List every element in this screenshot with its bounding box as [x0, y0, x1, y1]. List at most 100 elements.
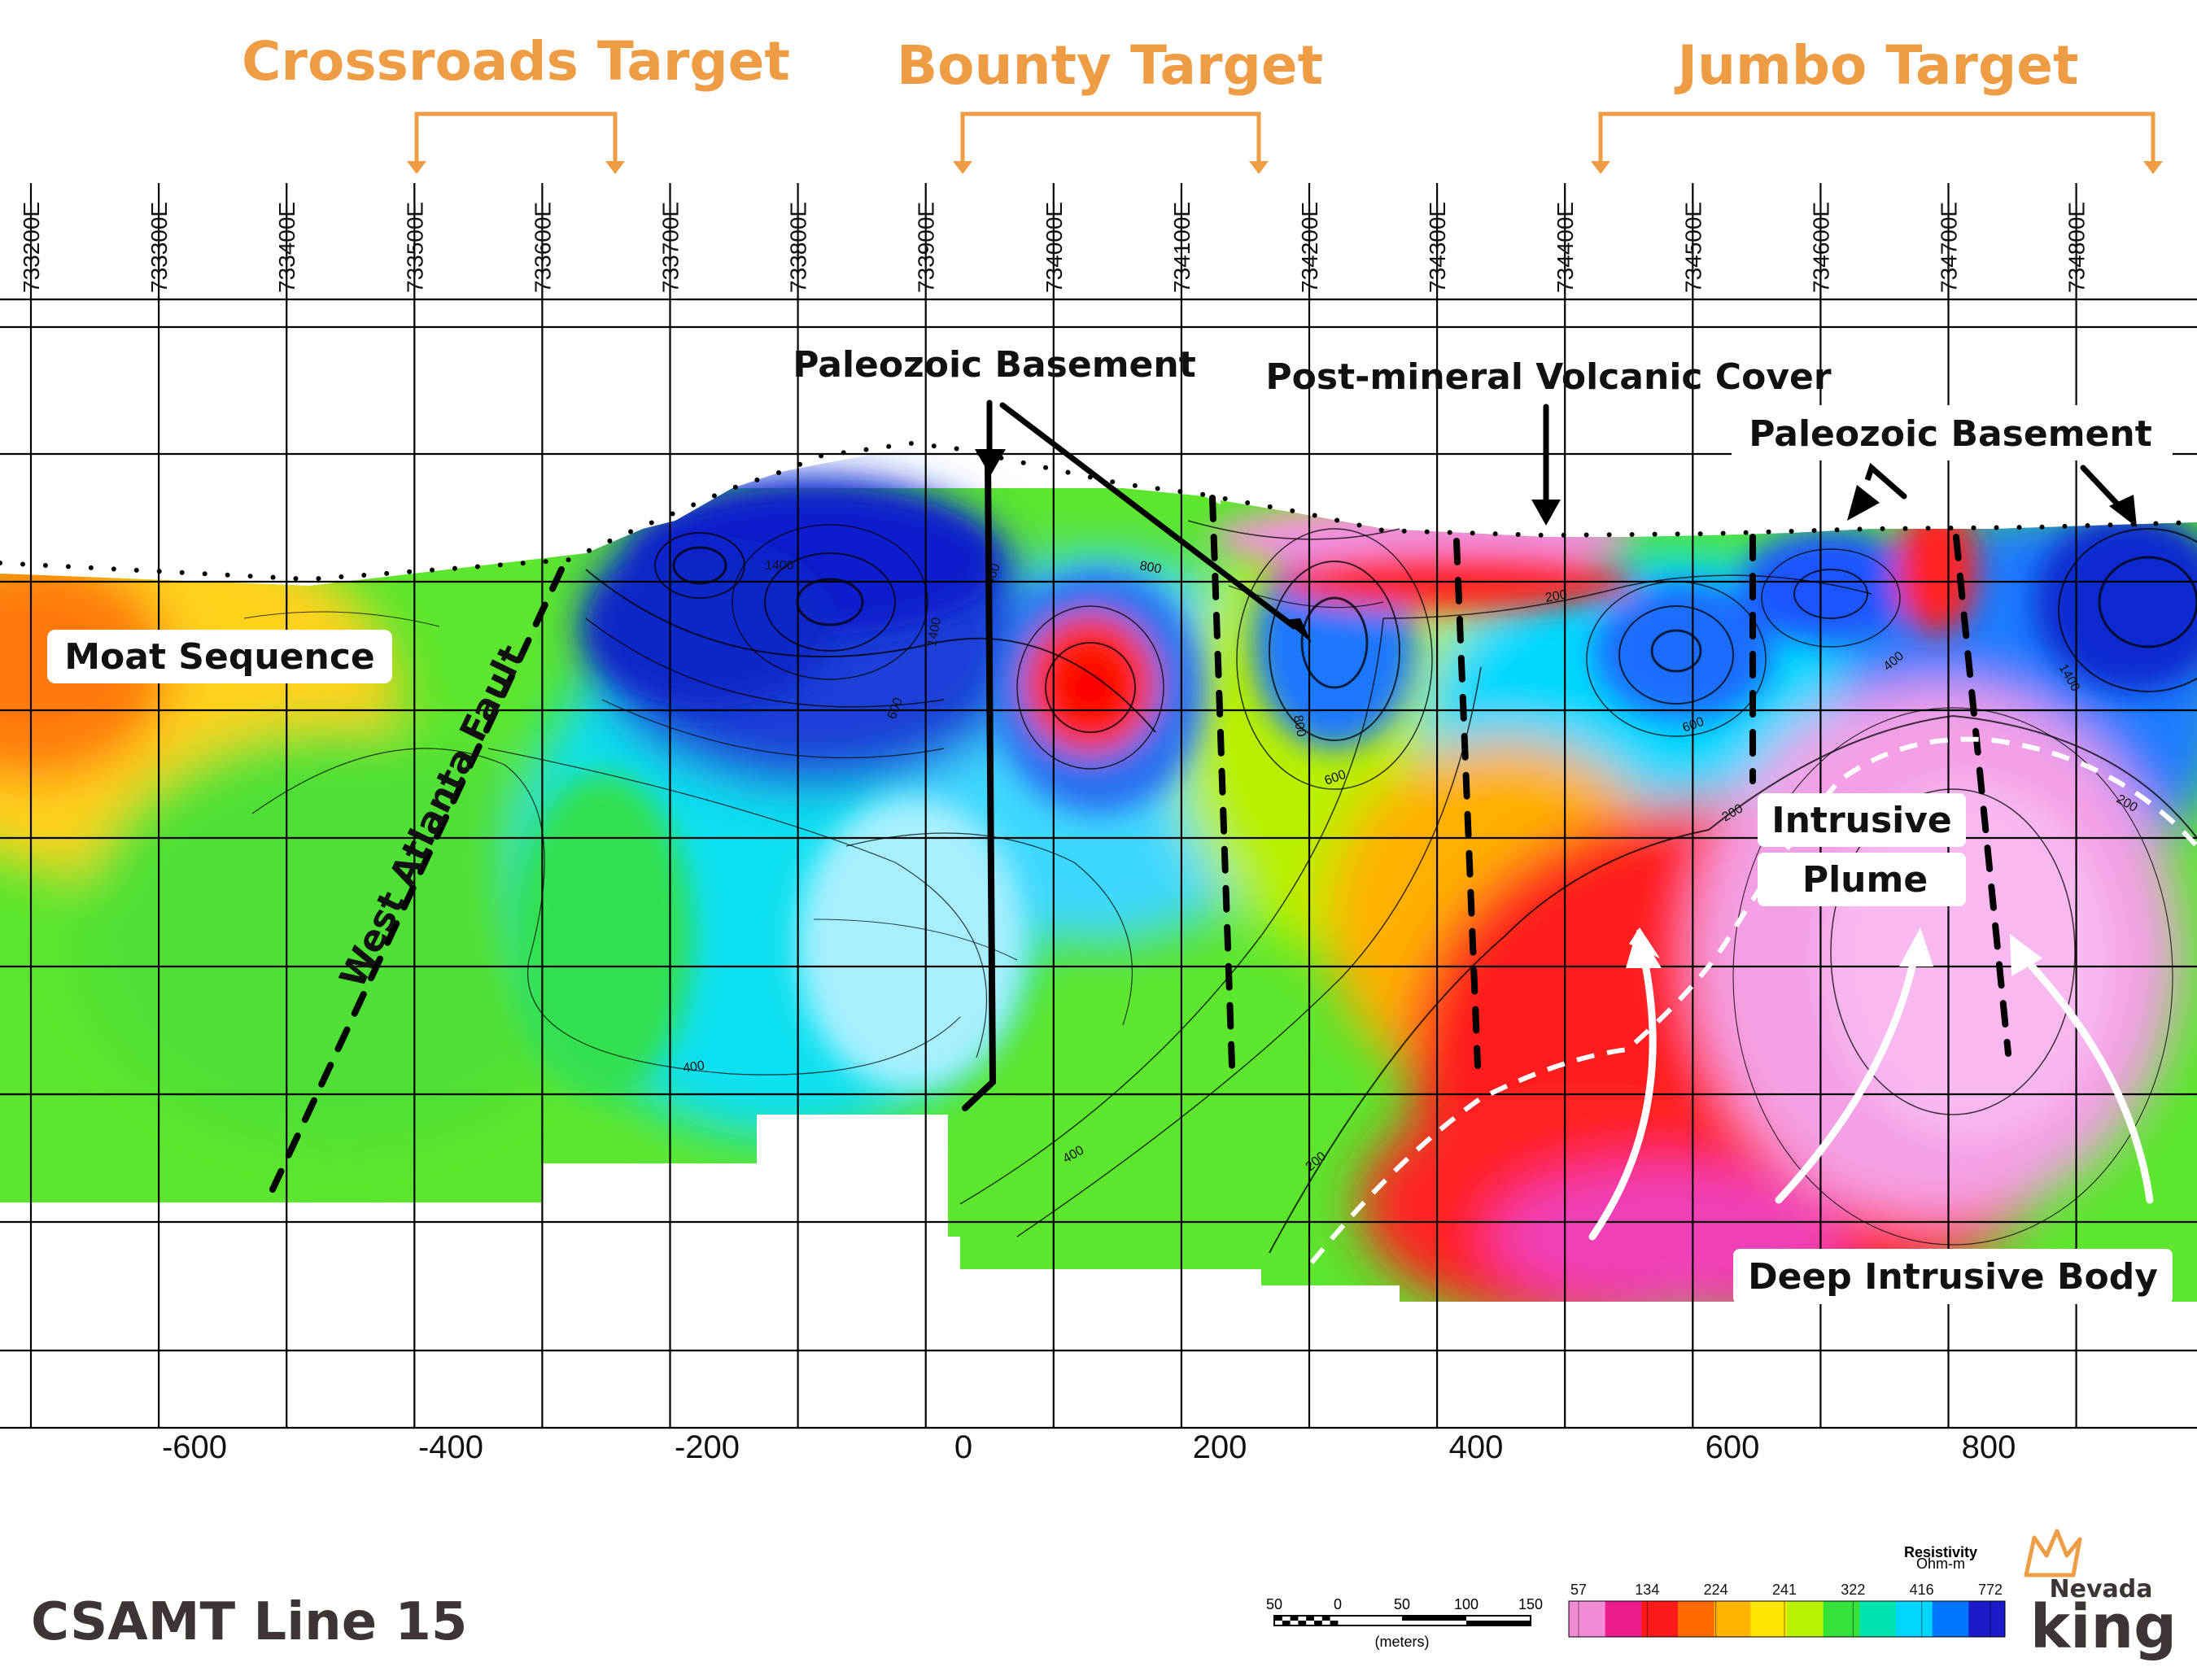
- nevada-king-logo: Nevada king: [2024, 1529, 2177, 1662]
- easting-axis: 733200E 733300E 733400E 733500E 733600E 73370…: [19, 202, 2090, 293]
- intrusive-label: Intrusive: [1771, 800, 1952, 841]
- crown-icon: [2024, 1529, 2082, 1577]
- distance-label: -400: [418, 1429, 483, 1465]
- contour-label: 800: [1291, 714, 1308, 738]
- easting-label: 733900E: [914, 202, 939, 293]
- legend-swatch: [1787, 1601, 1824, 1637]
- distance-label: 600: [1706, 1429, 1760, 1465]
- easting-label: 734500E: [1680, 202, 1706, 293]
- easting-label: 734100E: [1169, 202, 1195, 293]
- plume-box: [1758, 853, 1966, 906]
- legend-title: Resistivity: [1904, 1544, 1977, 1560]
- jumbo-bracket: [1598, 111, 2156, 167]
- legend-swatch: [1823, 1601, 1860, 1637]
- contour-lines: [243, 520, 2197, 1254]
- scale-tick: 100: [1454, 1596, 1478, 1612]
- intrusive-contact-line: [1309, 736, 2197, 1264]
- scale-bar: 50 0 50 100 150 (meters): [1266, 1596, 1543, 1650]
- easting-label: 734200E: [1297, 202, 1322, 293]
- paleozoic-basement-right-label: Paleozoic Basement: [1749, 413, 2152, 455]
- target-brackets: [414, 111, 2156, 167]
- legend-swatch: [1714, 1601, 1751, 1637]
- fault-line: [1209, 495, 1235, 1069]
- scale-unit: (meters): [1375, 1634, 1430, 1650]
- distance-label: 400: [1449, 1429, 1504, 1465]
- legend-swatch: [1569, 1601, 1606, 1637]
- logo-line2: king: [2030, 1592, 2177, 1662]
- distance-label: -200: [675, 1429, 740, 1465]
- moat-sequence-label: Moat Sequence: [64, 636, 375, 678]
- fault-lines: [269, 459, 2011, 1193]
- deep-intrusive-body-box: [1733, 1249, 2173, 1304]
- distance-label: 800: [1962, 1429, 2016, 1465]
- legend-value: 224: [1704, 1582, 1728, 1598]
- intrusive-box: [1758, 793, 1966, 847]
- contour-label: 1400: [765, 559, 794, 573]
- post-mineral-cover-label: Post-mineral Volcanic Cover: [1265, 356, 1831, 398]
- contour-label: 200: [1544, 588, 1568, 605]
- legend-swatch: [1605, 1601, 1642, 1637]
- easting-label: 733400E: [274, 202, 299, 293]
- bounty-bracket: [960, 111, 1261, 167]
- target-bracket-arrows: [407, 161, 2163, 174]
- easting-label: 734700E: [1937, 202, 1962, 293]
- scale-tick: 50: [1394, 1596, 1410, 1612]
- easting-label: 734300E: [1425, 202, 1450, 293]
- legend-value: 241: [1772, 1582, 1797, 1598]
- contour-label: 1400: [925, 617, 944, 648]
- moat-sequence-box: [47, 630, 392, 683]
- coordinate-grid: [0, 183, 2197, 1429]
- distance-label: -600: [162, 1429, 227, 1465]
- contour-label: 800: [1138, 559, 1162, 576]
- topography-dotted-line: [0, 440, 2197, 583]
- easting-label: 734800E: [2064, 202, 2090, 293]
- paleozoic-basement-left-label: Paleozoic Basement: [793, 344, 1196, 386]
- distance-label: 0: [954, 1429, 972, 1465]
- legend-value: 57: [1570, 1582, 1587, 1598]
- fault-line: [1953, 534, 2011, 1057]
- crossroads-target-label: Crossroads Target: [242, 30, 790, 93]
- deep-intrusive-body-label: Deep Intrusive Body: [1748, 1256, 2158, 1298]
- jumbo-target-label: Jumbo Target: [1674, 34, 2078, 97]
- intrusive-arrowheads: [1626, 927, 2042, 976]
- easting-label: 733300E: [146, 202, 172, 293]
- legend-unit: Ohm-m: [1916, 1556, 1965, 1572]
- contour-label: 400: [682, 1058, 705, 1076]
- legend-swatch: [1678, 1601, 1715, 1637]
- crossroads-bracket: [414, 111, 618, 167]
- legend-swatch: [1968, 1601, 2006, 1637]
- scale-tick: 0: [1334, 1596, 1342, 1612]
- west-atlanta-fault-line: [269, 566, 565, 1193]
- callout-arrowheads: [975, 449, 2137, 647]
- figure-title: CSAMT Line 15: [31, 1592, 467, 1652]
- paleozoic-basement-right-box: [1732, 405, 2173, 460]
- legend-value: 772: [1978, 1582, 2003, 1598]
- easting-label: 734600E: [1808, 202, 1833, 293]
- fault-line: [1453, 538, 1481, 1069]
- easting-label: 733800E: [786, 202, 811, 293]
- distance-label: 200: [1193, 1429, 1247, 1465]
- easting-label: 733500E: [402, 202, 427, 293]
- resistivity-legend: Resistivity Ohm-m 57 134 224 241 322 416 772: [1568, 1544, 2006, 1638]
- legend-value: 416: [1910, 1582, 1934, 1598]
- easting-label: 733700E: [658, 202, 684, 293]
- intrusive-arrows: [1588, 952, 2154, 1241]
- easting-label: 733200E: [19, 202, 44, 293]
- resistivity-field: [0, 480, 2197, 1302]
- fault-line: [962, 459, 997, 1111]
- legend-swatch: [1859, 1601, 1897, 1637]
- legend-value: 134: [1635, 1582, 1659, 1598]
- logo-line1: Nevada: [2050, 1575, 2153, 1604]
- legend-swatch: [1932, 1601, 1969, 1637]
- easting-label: 734400E: [1553, 202, 1578, 293]
- bounty-target-label: Bounty Target: [897, 34, 1323, 97]
- scale-tick: 150: [1518, 1596, 1543, 1612]
- distance-axis: -600 -400 -200 0 200 400 600 800: [162, 1429, 2016, 1465]
- easting-label: 733600E: [530, 202, 555, 293]
- scale-tick: 50: [1266, 1596, 1282, 1612]
- legend-swatch: [1896, 1601, 1933, 1637]
- legend-swatch: [1750, 1601, 1788, 1637]
- easting-label: 734000E: [1042, 202, 1067, 293]
- legend-value: 322: [1841, 1582, 1865, 1598]
